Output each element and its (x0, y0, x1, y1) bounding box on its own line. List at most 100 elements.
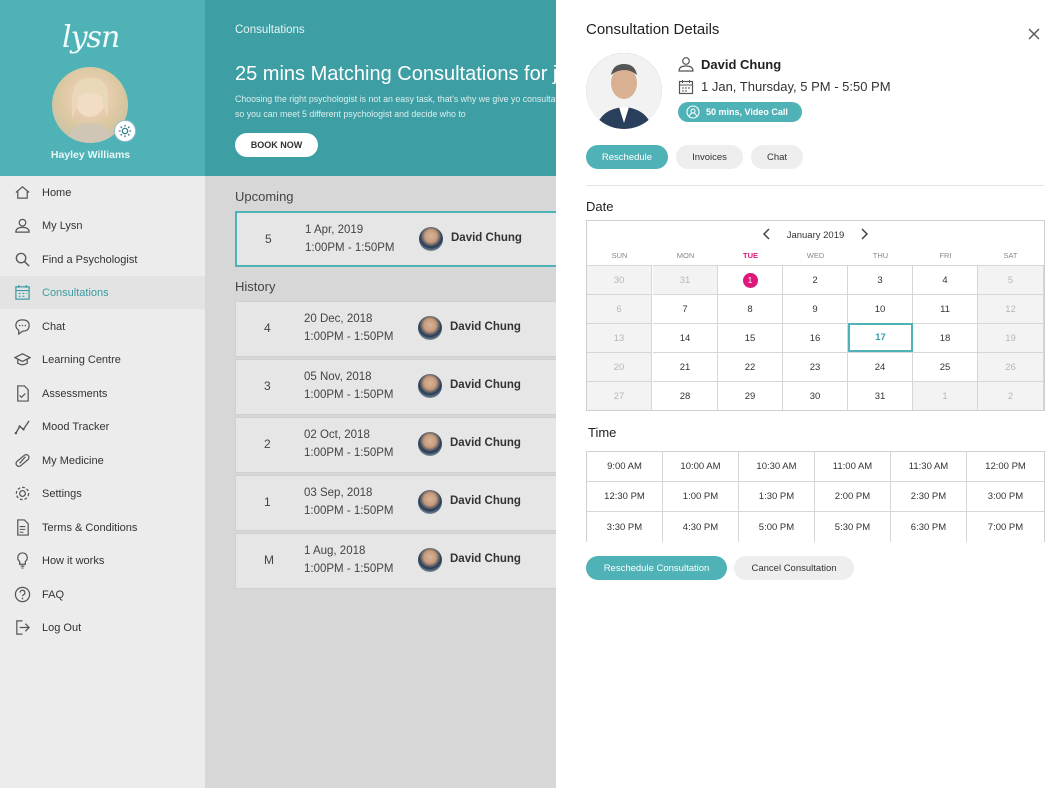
time-slot[interactable]: 3:00 PM (967, 482, 1044, 512)
profile-settings-gear-icon[interactable] (114, 120, 136, 142)
chat-button[interactable]: Chat (751, 145, 803, 169)
time-slot[interactable]: 11:30 AM (891, 452, 967, 482)
calendar-day: 2 (978, 381, 1044, 410)
calendar-day[interactable]: 10 (848, 294, 913, 323)
sidebar-item-find-psychologist[interactable]: Find a Psychologist (0, 243, 205, 276)
sidebar-item-settings[interactable]: Settings (0, 477, 205, 510)
session-date: 02 Oct, 2018 (304, 429, 370, 441)
time-slot[interactable]: 2:30 PM (891, 482, 967, 512)
history-consultation-card[interactable]: 3 05 Nov, 2018 1:00PM - 1:50PM David Chu… (235, 359, 556, 415)
calendar-day[interactable]: 29 (718, 381, 783, 410)
invoices-button[interactable]: Invoices (676, 145, 743, 169)
time-slot[interactable]: 6:30 PM (891, 512, 967, 542)
calendar-day[interactable]: 28 (653, 381, 718, 410)
calendar-day-today[interactable]: 1 (718, 265, 783, 294)
sidebar-item-label: Log Out (42, 621, 82, 634)
time-slot[interactable]: 7:00 PM (967, 512, 1044, 542)
sidebar-item-label: FAQ (42, 588, 65, 601)
history-consultation-card[interactable]: M 1 Aug, 2018 1:00PM - 1:50PM David Chun… (235, 533, 556, 589)
consultation-list: Upcoming 5 1 Apr, 2019 1:00PM - 1:50PM D… (205, 176, 556, 788)
time-slot[interactable]: 1:00 PM (663, 482, 739, 512)
graduation-cap-icon (14, 353, 31, 366)
psychologist-name: David Chung (701, 57, 782, 72)
history-consultation-card[interactable]: 2 02 Oct, 2018 1:00PM - 1:50PM David Chu… (235, 417, 556, 473)
close-button[interactable] (1026, 27, 1042, 43)
next-month-button[interactable] (856, 228, 872, 244)
calendar-day[interactable]: 4 (913, 265, 978, 294)
session-date: 20 Dec, 2018 (304, 313, 373, 325)
session-number: 4 (264, 321, 271, 335)
book-now-button[interactable]: BOOK NOW (235, 133, 318, 157)
cancel-consultation-button[interactable]: Cancel Consultation (734, 556, 854, 580)
time-slot[interactable]: 2:00 PM (815, 482, 891, 512)
psychologist-avatar (419, 227, 443, 251)
weekday-header: FRI (939, 251, 952, 260)
psychologist-name: David Chung (450, 495, 521, 507)
calendar-day[interactable]: 11 (913, 294, 978, 323)
time-slot[interactable]: 10:00 AM (663, 452, 739, 482)
time-slot[interactable]: 5:30 PM (815, 512, 891, 542)
session-type-badge: 50 mins, Video Call (678, 102, 802, 122)
calendar-month-label: January 2019 (786, 230, 845, 241)
time-slot[interactable]: 3:30 PM (587, 512, 663, 542)
calendar-day[interactable]: 24 (848, 352, 913, 381)
calendar-day[interactable]: 21 (653, 352, 718, 381)
psychologist-name: David Chung (450, 437, 521, 449)
sidebar-item-faq[interactable]: FAQ (0, 578, 205, 611)
session-time: 1:00PM - 1:50PM (304, 447, 394, 459)
sidebar-item-my-medicine[interactable]: My Medicine (0, 444, 205, 477)
calendar-day: 19 (978, 323, 1044, 352)
calendar-day[interactable]: 9 (783, 294, 848, 323)
date-section-label: Date (586, 199, 614, 214)
weekday-header: SAT (1003, 251, 1018, 260)
calendar-day-selected[interactable]: 17 (848, 323, 913, 352)
session-number: 2 (264, 437, 271, 451)
history-consultation-card[interactable]: 4 20 Dec, 2018 1:00PM - 1:50PM David Chu… (235, 301, 556, 357)
calendar-day[interactable]: 18 (913, 323, 978, 352)
calendar-day[interactable]: 31 (848, 381, 913, 410)
sidebar-item-mood-tracker[interactable]: Mood Tracker (0, 410, 205, 443)
time-slot[interactable]: 11:00 AM (815, 452, 891, 482)
reschedule-consultation-button[interactable]: Reschedule Consultation (586, 556, 727, 580)
sidebar-item-my-lysn[interactable]: My Lysn (0, 209, 205, 242)
time-slot[interactable]: 10:30 AM (739, 452, 815, 482)
user-name: Hayley Williams (50, 149, 131, 161)
calendar-day[interactable]: 8 (718, 294, 783, 323)
calendar-day[interactable]: 2 (783, 265, 848, 294)
lysn-logo[interactable]: lysn (62, 20, 120, 55)
session-time: 1:00PM - 1:50PM (304, 331, 394, 343)
time-slot[interactable]: 12:30 PM (587, 482, 663, 512)
time-slot[interactable]: 5:00 PM (739, 512, 815, 542)
history-consultation-card[interactable]: 1 03 Sep, 2018 1:00PM - 1:50PM David Chu… (235, 475, 556, 531)
calendar-day[interactable]: 16 (783, 323, 848, 352)
calendar-day[interactable]: 30 (783, 381, 848, 410)
sidebar-item-log-out[interactable]: Log Out (0, 611, 205, 644)
calendar-day[interactable]: 7 (653, 294, 718, 323)
calendar-day[interactable]: 22 (718, 352, 783, 381)
calendar-day[interactable]: 15 (718, 323, 783, 352)
video-call-icon (686, 105, 700, 119)
sidebar-item-consultations[interactable]: Consultations (0, 276, 205, 309)
time-slot[interactable]: 4:30 PM (663, 512, 739, 542)
calendar-day[interactable]: 25 (913, 352, 978, 381)
sidebar-item-terms[interactable]: Terms & Conditions (0, 511, 205, 544)
time-slot[interactable]: 12:00 PM (967, 452, 1044, 482)
sidebar-item-assessments[interactable]: Assessments (0, 377, 205, 410)
calendar-day[interactable]: 14 (653, 323, 718, 352)
divider (586, 185, 1044, 186)
reschedule-button[interactable]: Reschedule (586, 145, 668, 169)
calendar-day[interactable]: 23 (783, 352, 848, 381)
previous-month-button[interactable] (759, 228, 775, 244)
sidebar-item-chat[interactable]: Chat (0, 310, 205, 343)
sidebar-item-home[interactable]: Home (0, 176, 205, 209)
upcoming-consultation-card[interactable]: 5 1 Apr, 2019 1:00PM - 1:50PM David Chun… (235, 211, 556, 267)
time-slot[interactable]: 1:30 PM (739, 482, 815, 512)
calendar-day[interactable]: 3 (848, 265, 913, 294)
time-slot[interactable]: 9:00 AM (587, 452, 663, 482)
psychologist-avatar (418, 432, 442, 456)
weekday-header: SUN (611, 251, 628, 260)
sidebar-item-label: My Lysn (42, 219, 83, 232)
sidebar-item-learning-centre[interactable]: Learning Centre (0, 343, 205, 376)
sidebar-item-how-it-works[interactable]: How it works (0, 544, 205, 577)
search-icon (15, 252, 30, 267)
